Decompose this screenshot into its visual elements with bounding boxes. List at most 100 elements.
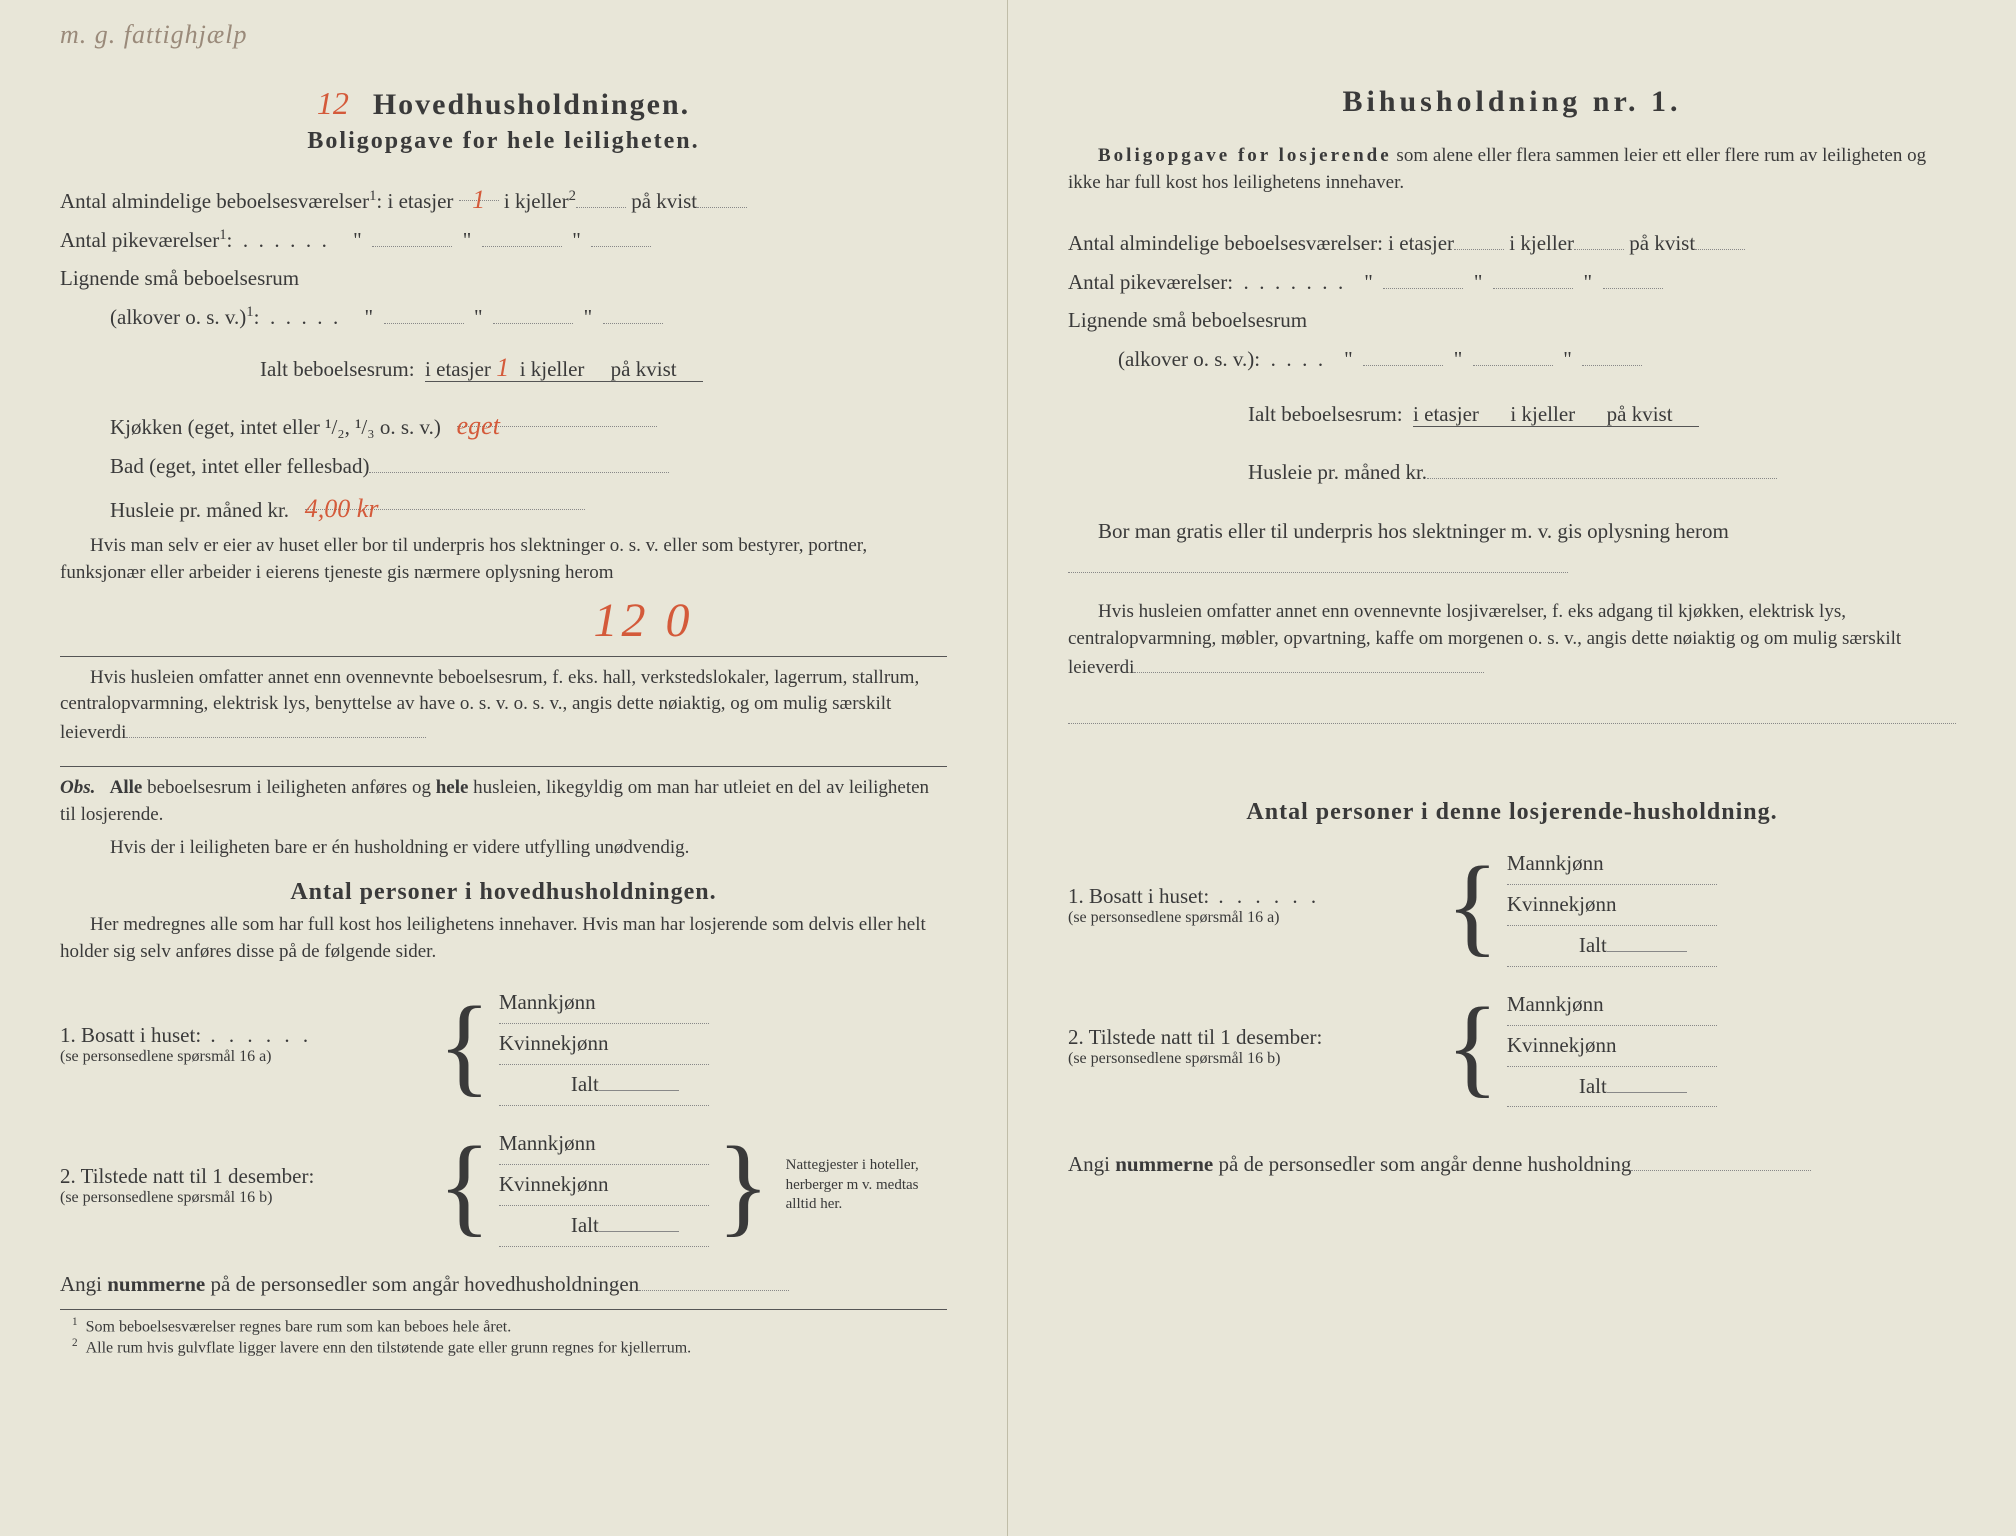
r-line-husleie: Husleie pr. måned kr. <box>1248 455 1956 490</box>
obs-block: Obs. Alle beboelsesrum i leiligheten anf… <box>60 775 947 828</box>
r-blank-line <box>1068 707 1956 724</box>
r-kvinne-1: Kvinnekjønn <box>1507 885 1717 926</box>
label-kvist: på kvist <box>631 189 697 213</box>
r-brace-1: { <box>1446 861 1499 949</box>
line-husleie: Husleie pr. måned kr. 4,00 kr <box>110 488 947 528</box>
r-husleie-note: Hvis husleien omfatter annet enn ovennev… <box>1068 599 1956 681</box>
kvinne-1: Kvinnekjønn <box>499 1024 709 1065</box>
label-alkover: (alkover o. s. v.) <box>110 305 246 329</box>
section-antal-personer: Antal personer i hovedhusholdningen. <box>60 879 947 906</box>
tilstede-label-block: 2. Tilstede natt til 1 desember: (se per… <box>60 1164 430 1207</box>
brace-open-1: { <box>438 1001 491 1089</box>
r-bosatt-label-block: 1. Bosatt i huset: (se personsedlene spø… <box>1068 884 1438 927</box>
subtitle: Boligopgave for hele leiligheten. <box>60 128 947 155</box>
angi-text: Angi nummerne på de personsedler som ang… <box>60 1272 639 1296</box>
obs-text2: Hvis der i leiligheten bare er én hushol… <box>60 835 947 862</box>
label-ialt: Ialt beboelsesrum: <box>260 357 415 381</box>
r-angi-text: Angi nummerne på de personsedler som ang… <box>1068 1152 1631 1176</box>
r-label-almindelige: Antal almindelige beboelsesværelser: i e… <box>1068 231 1454 255</box>
antal-personer-sub: Her medregnes alle som har full kost hos… <box>60 912 947 965</box>
persons-tilstede: 2. Tilstede natt til 1 desember: (se per… <box>60 1124 947 1247</box>
line-antal-almindelige: Antal almindelige beboelsesværelser 1 : i … <box>60 179 947 219</box>
r-ialt-1: Ialt <box>1507 926 1717 967</box>
angi-line: Angi nummerne på de personsedler som ang… <box>60 1267 947 1302</box>
big-red-number: 12 0 <box>340 593 947 648</box>
label-kjeller: i kjeller <box>504 189 569 213</box>
obs-label: Obs. <box>60 777 95 798</box>
separator-2 <box>60 766 947 767</box>
tilstede-sub: (se personsedlene spørsmål 16 b) <box>60 1189 430 1207</box>
line-kjokken: Kjøkken (eget, intet eller ¹/₂, ¹/₃ o. s… <box>110 405 947 445</box>
mann-1: Mannkjønn <box>499 983 709 1024</box>
r-bosatt-sub: (se personsedlene spørsmål 16 a) <box>1068 909 1438 927</box>
r-line-ialt: Ialt beboelsesrum: i etasjer i kjeller p… <box>1248 397 1956 432</box>
hw-husleie: 4,00 kr <box>305 488 379 531</box>
label-husleie: Husleie pr. måned kr. <box>110 498 289 522</box>
hw-kjokken: eget <box>457 405 500 448</box>
r-section-personer: Antal personer i denne losjerende-hushol… <box>1068 799 1956 826</box>
right-page: Bihusholdning nr. 1. Boligopgave for los… <box>1008 0 2016 1536</box>
r-label-kvist: på kvist <box>1629 231 1695 255</box>
obs-text1: Alle beboelsesrum i leiligheten anføres … <box>60 777 929 825</box>
main-title: Hovedhusholdningen. <box>373 88 690 121</box>
r-label-ialt: Ialt beboelsesrum: <box>1248 402 1403 426</box>
r-tilstede-label-block: 2. Tilstede natt til 1 desember: (se per… <box>1068 1025 1438 1068</box>
fn1: 1 Som beboelsesværelser regnes bare rum … <box>90 1316 947 1336</box>
r-line-pike: Antal pikeværelser: . . . . . . . " " " <box>1068 265 1956 300</box>
label-pike: Antal pikeværelser <box>60 228 219 252</box>
r-bor-gratis-text: Bor man gratis eller til underpris hos s… <box>1098 519 1729 543</box>
r-kvinne-2: Kvinnekjønn <box>1507 1026 1717 1067</box>
r-angi-line: Angi nummerne på de personsedler som ang… <box>1068 1147 1956 1182</box>
r-tilstede-sub: (se personsedlene spørsmål 16 b) <box>1068 1050 1438 1068</box>
bosatt-label-block: 1. Bosatt i huset: (se personsedlene spø… <box>60 1023 430 1066</box>
ialt-2: Ialt <box>499 1206 709 1247</box>
r-label-pike: Antal pikeværelser: <box>1068 270 1233 294</box>
footnotes: 1 Som beboelsesværelser regnes bare rum … <box>60 1309 947 1357</box>
fn2: 2 Alle rum hvis gulvflate ligger lavere … <box>90 1337 947 1357</box>
r-label-husleie: Husleie pr. måned kr. <box>1248 460 1427 484</box>
side-note: Nattegjester i hoteller, herberger m v. … <box>786 1156 936 1215</box>
kvinne-2: Kvinnekjønn <box>499 1165 709 1206</box>
right-title: Bihusholdning nr. 1. <box>1068 85 1956 119</box>
r-bosatt-label: 1. Bosatt i huset: <box>1068 884 1209 908</box>
note-eier: Hvis man selv er eier av huset eller bor… <box>60 533 947 586</box>
r-line-almindelige: Antal almindelige beboelsesværelser: i e… <box>1068 226 1956 261</box>
title-row: 12 Hovedhusholdningen. <box>60 85 947 122</box>
right-intro: Boligopgave for losjerende som alene ell… <box>1068 143 1956 196</box>
label-bad: Bad (eget, intet eller fellesbad) <box>110 454 369 478</box>
hw-ialt-etasjer: 1 <box>496 347 509 390</box>
r-brace-2: { <box>1446 1002 1499 1090</box>
red-number-12: 12 <box>317 85 349 121</box>
top-handwriting: m. g. fattighjælp <box>60 20 247 50</box>
mann-2: Mannkjønn <box>499 1124 709 1165</box>
gender-col-1: Mannkjønn Kvinnekjønn Ialt <box>499 983 709 1106</box>
r-persons-tilstede: 2. Tilstede natt til 1 desember: (se per… <box>1068 985 1956 1108</box>
gender-col-2: Mannkjønn Kvinnekjønn Ialt <box>499 1124 709 1247</box>
bosatt-sub: (se personsedlene spørsmål 16 a) <box>60 1048 430 1066</box>
r-line-alkover: (alkover o. s. v.): . . . . " " " <box>1118 342 1956 377</box>
line-bad: Bad (eget, intet eller fellesbad) <box>110 449 947 484</box>
r-label-alkover: (alkover o. s. v.): <box>1118 347 1260 371</box>
left-page: m. g. fattighjælp 12 Hovedhusholdningen.… <box>0 0 1008 1536</box>
bosatt-label: 1. Bosatt i huset: <box>60 1023 201 1047</box>
line-alkover: (alkover o. s. v.)1: . . . . . " " " <box>110 300 947 335</box>
r-persons-bosatt: 1. Bosatt i huset: (se personsedlene spø… <box>1068 844 1956 967</box>
separator-1 <box>60 656 947 657</box>
r-mann-1: Mannkjønn <box>1507 844 1717 885</box>
hw-etasjer: 1 <box>472 179 485 222</box>
line-ialt: Ialt beboelsesrum: i etasjer 1 i kjeller… <box>260 347 947 390</box>
brace-close-2: } <box>717 1141 770 1229</box>
ialt-1: Ialt <box>499 1065 709 1106</box>
note-husleie: Hvis husleien omfatter annet enn ovennev… <box>60 665 947 747</box>
r-bor-gratis: Bor man gratis eller til underpris hos s… <box>1068 514 1956 583</box>
tilstede-label: 2. Tilstede natt til 1 desember: <box>60 1164 314 1188</box>
r-tilstede-label: 2. Tilstede natt til 1 desember: <box>1068 1025 1322 1049</box>
r-line-lignende: Lignende små beboelsesrum <box>1068 303 1956 338</box>
label-etasjer: : i etasjer <box>376 189 453 213</box>
label-almindelige: Antal almindelige beboelsesværelser <box>60 189 369 213</box>
brace-open-2: { <box>438 1141 491 1229</box>
r-ialt-2: Ialt <box>1507 1067 1717 1108</box>
label-kjokken: Kjøkken (eget, intet eller ¹/₂, ¹/₃ o. s… <box>110 415 441 439</box>
r-label-kjeller: i kjeller <box>1509 231 1574 255</box>
line-lignende: Lignende små beboelsesrum <box>60 261 947 296</box>
